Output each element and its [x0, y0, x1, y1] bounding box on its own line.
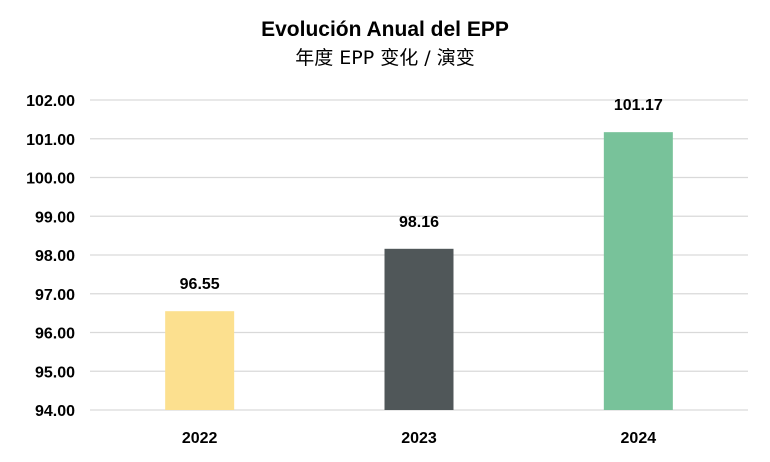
x-tick-label: 2023: [401, 430, 437, 447]
y-tick-label: 97.00: [35, 287, 75, 304]
bar-2024: [603, 132, 673, 410]
y-axis-ticks: 94.00 95.00 96.00 97.00 98.00 99.00 100.00 101.…: [26, 93, 75, 420]
y-tick-label: 98.00: [35, 248, 75, 265]
data-label: 96.55: [180, 276, 220, 293]
chart-subtitle: 年度 EPP 变化 / 演变: [295, 47, 474, 69]
y-tick-label: 95.00: [35, 364, 75, 381]
x-tick-label: 2024: [621, 430, 657, 447]
data-label: 98.16: [399, 214, 439, 231]
y-tick-label: 100.00: [26, 171, 75, 188]
x-axis-ticks: 2022 2023 2024: [182, 430, 656, 447]
y-tick-label: 101.00: [26, 132, 75, 149]
data-labels: 96.55 98.16 101.17: [180, 97, 663, 293]
data-label: 101.17: [614, 97, 663, 114]
y-tick-label: 99.00: [35, 209, 75, 226]
y-tick-label: 102.00: [26, 93, 75, 110]
chart-title: Evolución Anual del EPP: [261, 18, 509, 41]
bar-2022: [165, 311, 235, 410]
x-tick-label: 2022: [182, 430, 218, 447]
bars: [165, 132, 673, 410]
bar-2023: [384, 248, 454, 410]
y-tick-label: 96.00: [35, 326, 75, 343]
y-tick-label: 94.00: [35, 403, 75, 420]
